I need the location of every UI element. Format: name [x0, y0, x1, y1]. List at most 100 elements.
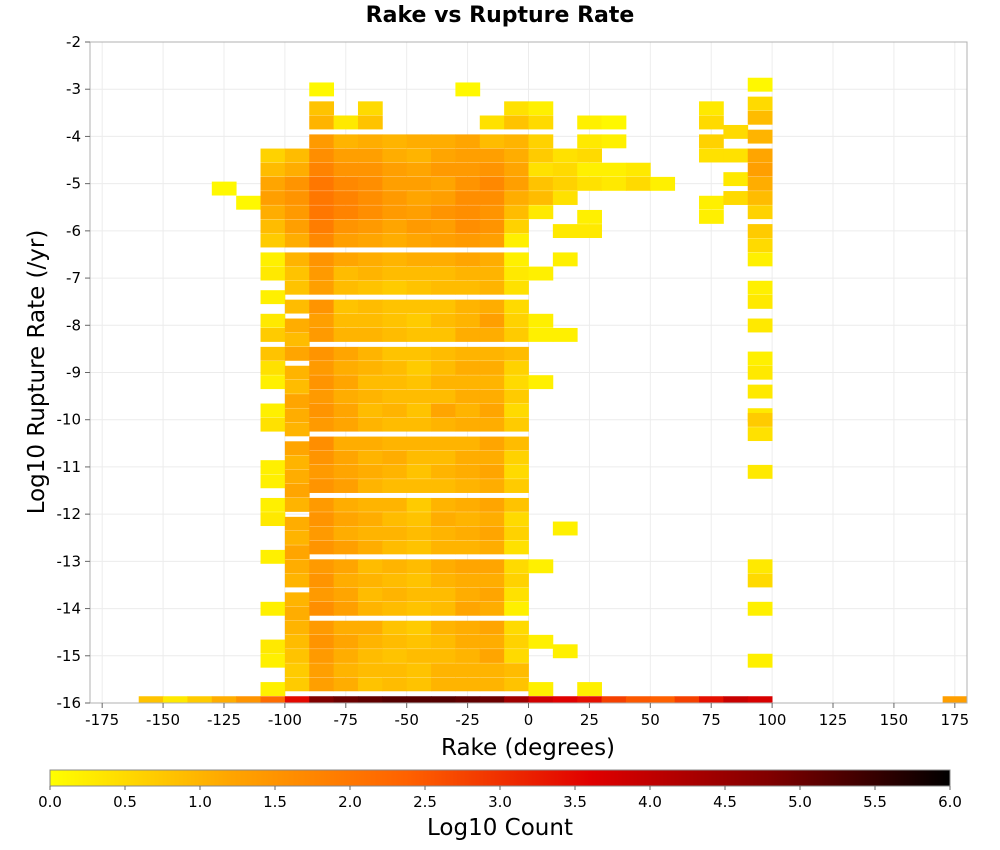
- heatmap-cell: [577, 148, 602, 163]
- heatmap-cell: [382, 436, 408, 451]
- heatmap-cell: [723, 696, 749, 704]
- heatmap-cell: [309, 313, 335, 328]
- heatmap-cell: [699, 115, 724, 130]
- heatmap-cell: [333, 663, 359, 678]
- heatmap-cell: [284, 455, 310, 470]
- heatmap-cell: [431, 219, 456, 234]
- x-tick-label: 175: [940, 711, 969, 729]
- heatmap-cell: [333, 512, 359, 527]
- heatmap-cell: [747, 601, 773, 616]
- heatmap-cell: [431, 327, 456, 342]
- heatmap-cell: [357, 573, 383, 588]
- heatmap-cell: [431, 162, 456, 177]
- colorbar-tick-label: 3.0: [488, 793, 512, 811]
- heatmap-cell: [333, 191, 359, 205]
- heatmap-cell: [333, 540, 359, 555]
- heatmap-cell: [357, 148, 383, 163]
- heatmap-cell: [747, 351, 773, 366]
- x-tick-label: 25: [580, 711, 599, 729]
- heatmap-cell: [455, 389, 481, 404]
- heatmap-cell: [455, 233, 481, 248]
- heatmap-cell: [357, 375, 383, 390]
- heatmap-cell: [479, 115, 505, 130]
- heatmap-cell: [431, 464, 456, 479]
- heatmap-cell: [723, 191, 749, 205]
- heatmap-cell: [284, 663, 310, 678]
- heatmap-cell: [357, 677, 383, 692]
- heatmap-cell: [260, 313, 286, 328]
- heatmap-cell: [284, 162, 310, 177]
- x-tick-label: -175: [85, 711, 119, 729]
- heatmap-cell: [455, 134, 481, 149]
- heatmap-cell: [942, 696, 968, 704]
- heatmap-cell: [333, 134, 359, 149]
- heatmap-cell: [333, 620, 359, 635]
- heatmap-cell: [284, 176, 310, 191]
- heatmap-cell: [747, 162, 773, 177]
- colorbar-tick-label: 2.5: [413, 793, 437, 811]
- heatmap-cell: [260, 497, 286, 512]
- heatmap-cell: [382, 252, 408, 267]
- heatmap-cell: [382, 479, 408, 493]
- heatmap-cell: [406, 361, 432, 375]
- heatmap-cell: [309, 327, 335, 342]
- heatmap-cell: [431, 191, 456, 205]
- heatmap-cell: [382, 663, 408, 678]
- heatmap-cell: [382, 389, 408, 404]
- heatmap-cell: [479, 512, 505, 527]
- heatmap-cell: [431, 573, 456, 588]
- colorbar: [49, 769, 951, 787]
- heatmap-cell: [431, 696, 456, 704]
- heatmap-cell: [601, 162, 627, 177]
- heatmap-cell: [479, 148, 505, 163]
- heatmap-cell: [284, 592, 310, 607]
- heatmap-cell: [382, 162, 408, 177]
- heatmap-cell: [406, 587, 432, 602]
- heatmap-cell: [382, 649, 408, 663]
- heatmap-cell: [528, 148, 554, 163]
- heatmap-cell: [357, 346, 383, 361]
- heatmap-cell: [309, 191, 335, 205]
- heatmap-cell: [552, 176, 578, 191]
- heatmap-cell: [455, 361, 481, 375]
- heatmap-cell: [406, 677, 432, 692]
- heatmap-cell: [382, 346, 408, 361]
- y-tick-label: -6: [66, 222, 81, 240]
- heatmap-cells: [138, 77, 968, 704]
- heatmap-cell: [309, 233, 335, 248]
- colorbar-tick-label: 5.0: [788, 793, 812, 811]
- heatmap-cell: [747, 252, 773, 267]
- heatmap-cell: [260, 327, 286, 342]
- heatmap-cell: [309, 573, 335, 588]
- heatmap-cell: [309, 389, 335, 404]
- heatmap-cell: [431, 620, 456, 635]
- heatmap-cell: [528, 559, 554, 574]
- heatmap-cell: [479, 389, 505, 404]
- heatmap-cell: [382, 375, 408, 390]
- heatmap-cell: [406, 479, 432, 493]
- heatmap-cell: [382, 313, 408, 328]
- heatmap-cell: [260, 403, 286, 418]
- heatmap-cell: [382, 280, 408, 295]
- heatmap-cell: [528, 327, 554, 342]
- heatmap-cell: [431, 677, 456, 692]
- heatmap-cell: [284, 318, 310, 333]
- heatmap-cell: [747, 365, 773, 380]
- heatmap-cell: [382, 634, 408, 649]
- heatmap-cell: [431, 634, 456, 649]
- heatmap-cell: [211, 181, 237, 196]
- heatmap-cell: [479, 526, 505, 541]
- heatmap-cell: [504, 327, 529, 342]
- heatmap-cell: [284, 530, 310, 545]
- heatmap-cell: [723, 172, 749, 187]
- heatmap-cell: [333, 375, 359, 390]
- heatmap-cell: [333, 176, 359, 191]
- heatmap-cell: [357, 559, 383, 574]
- heatmap-cell: [504, 403, 529, 418]
- heatmap-cell: [357, 389, 383, 404]
- heatmap-cell: [333, 403, 359, 418]
- heatmap-cell: [504, 280, 529, 295]
- heatmap-cell: [577, 162, 602, 177]
- heatmap-cell: [431, 313, 456, 328]
- heatmap-cell: [333, 601, 359, 616]
